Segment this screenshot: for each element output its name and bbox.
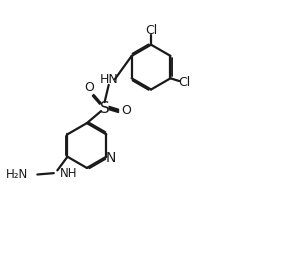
Text: O: O bbox=[122, 104, 132, 117]
Text: O: O bbox=[84, 81, 94, 94]
Text: Cl: Cl bbox=[178, 76, 191, 89]
Text: S: S bbox=[100, 100, 110, 116]
Text: N: N bbox=[106, 151, 116, 165]
Text: Cl: Cl bbox=[145, 24, 157, 37]
Text: NH: NH bbox=[60, 167, 78, 180]
Text: H₂N: H₂N bbox=[6, 168, 28, 181]
Text: HN: HN bbox=[99, 73, 118, 86]
